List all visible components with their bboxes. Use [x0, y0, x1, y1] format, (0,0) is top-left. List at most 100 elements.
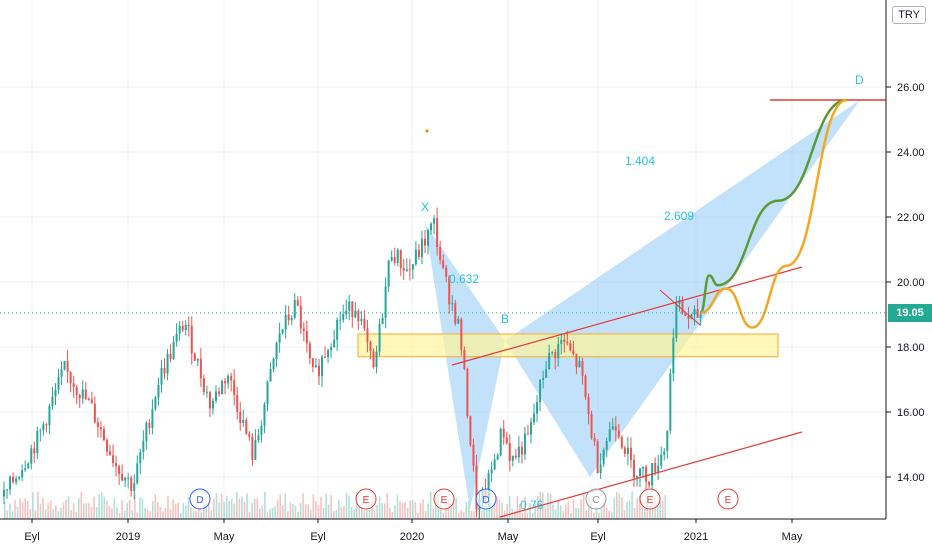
- volume-bar: [562, 510, 565, 519]
- candle-body: [317, 365, 320, 377]
- volume-bar: [409, 500, 412, 519]
- candle-body: [230, 375, 233, 381]
- candle-body: [466, 368, 469, 417]
- candle-body: [342, 314, 345, 320]
- candle-body: [475, 465, 478, 510]
- event-marker-circle: [639, 488, 661, 510]
- volume-bar: [457, 512, 460, 519]
- candle-body: [78, 394, 81, 399]
- candle-body: [433, 218, 436, 224]
- candle-body: [381, 318, 384, 325]
- candle-body: [42, 424, 45, 431]
- volume-bar: [618, 493, 621, 519]
- volume-bar: [70, 510, 72, 519]
- candle-body: [48, 405, 51, 426]
- volume-bar: [77, 498, 80, 519]
- candle-body: [457, 318, 460, 324]
- candle-body: [9, 476, 12, 490]
- volume-bar: [427, 503, 429, 519]
- candle-body: [39, 430, 42, 432]
- volume-bar: [52, 509, 55, 519]
- y-tick-label: 20.00: [897, 277, 925, 289]
- volume-bar: [587, 496, 590, 519]
- candle-body: [590, 413, 593, 439]
- candle-body: [72, 383, 75, 388]
- volume-bar: [585, 510, 587, 519]
- candle-body: [60, 369, 63, 377]
- candle-body: [33, 448, 36, 454]
- volume-bar: [534, 503, 536, 519]
- volume-bar: [595, 506, 598, 519]
- candle-body: [526, 433, 529, 435]
- volume-bar: [429, 491, 432, 519]
- candle-body: [448, 276, 451, 305]
- candle-body: [563, 339, 566, 342]
- x-tick-label: 2019: [116, 531, 140, 543]
- candle-body: [578, 361, 581, 368]
- volume-bar: [88, 503, 90, 519]
- volume-bar: [600, 508, 603, 519]
- volume-bar: [608, 510, 610, 519]
- volume-bar: [39, 503, 42, 519]
- volume-bar: [598, 512, 600, 519]
- candle-body: [66, 360, 69, 372]
- candle-body: [281, 329, 284, 334]
- candle-body: [505, 437, 508, 444]
- volume-bar: [274, 506, 276, 519]
- volume-bar: [106, 500, 108, 519]
- event-marker-circle: [355, 488, 377, 510]
- candle-body: [251, 436, 254, 460]
- volume-bar: [641, 504, 644, 519]
- currency-button[interactable]: TRY: [892, 6, 926, 24]
- candle-body: [451, 303, 454, 305]
- volume-bar: [157, 502, 159, 519]
- volume-bar: [434, 494, 437, 519]
- candle-body: [105, 440, 108, 452]
- volume-bar: [536, 496, 539, 519]
- candle-body: [357, 310, 360, 322]
- candle-body: [321, 356, 324, 377]
- volume-bar: [100, 492, 103, 519]
- candle-body: [87, 398, 90, 400]
- volume-bar: [636, 498, 638, 519]
- volume-bar: [208, 501, 210, 519]
- candle-body: [499, 428, 502, 456]
- volume-bar: [246, 493, 248, 519]
- candle-body: [215, 391, 218, 401]
- candles: [3, 207, 702, 520]
- volume-bar: [565, 504, 567, 519]
- volume-bar: [144, 507, 146, 519]
- candle-body: [178, 325, 181, 334]
- candle-body: [690, 314, 693, 320]
- candle-body: [121, 473, 124, 481]
- candle-body: [669, 373, 672, 431]
- volume-bars: [4, 491, 667, 519]
- x-tick-label: May: [214, 531, 235, 543]
- volume-bar: [483, 506, 485, 519]
- volume-bar: [406, 507, 409, 519]
- volume-bar: [44, 509, 47, 519]
- candle-body: [266, 381, 269, 405]
- volume-bar: [343, 505, 345, 519]
- candle-body: [21, 469, 24, 478]
- candle-body: [172, 341, 175, 359]
- volume-bar: [121, 500, 123, 519]
- candle-body: [142, 441, 145, 452]
- candle-body: [139, 451, 142, 464]
- candle-body: [93, 403, 96, 423]
- event-marker-label: E: [363, 495, 370, 506]
- candle-body: [411, 264, 414, 270]
- candle-body: [248, 433, 251, 437]
- volume-bar: [95, 507, 98, 519]
- candle-body: [632, 460, 635, 478]
- candle-body: [290, 317, 293, 321]
- lower-trendline: [499, 431, 803, 518]
- candle-body: [487, 473, 490, 499]
- event-marker-circle: [585, 488, 607, 510]
- volume-bar: [363, 510, 366, 519]
- volume-bar: [310, 510, 312, 519]
- candle-body: [539, 379, 542, 403]
- volume-bar: [57, 511, 60, 519]
- volume-bar: [37, 491, 39, 519]
